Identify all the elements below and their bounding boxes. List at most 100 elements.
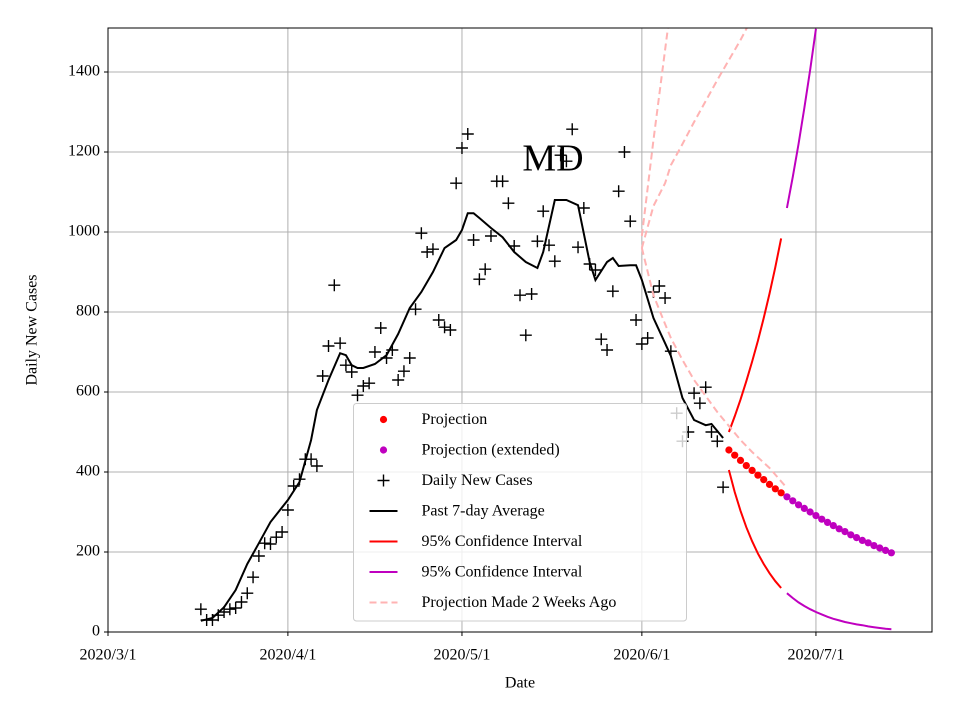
- case-marker: [368, 346, 381, 358]
- y-tick-label: 400: [76, 463, 100, 480]
- case-marker: [688, 387, 701, 400]
- legend-marker: [377, 474, 390, 487]
- case-marker: [601, 344, 614, 356]
- case-marker: [403, 352, 416, 364]
- case-marker: [612, 185, 625, 198]
- case-marker: [206, 614, 219, 626]
- case-marker: [264, 538, 277, 550]
- case-marker: [566, 123, 579, 136]
- case-marker: [519, 329, 532, 342]
- case-marker: [717, 481, 730, 494]
- case-marker: [455, 142, 468, 154]
- series-line: [640, 28, 748, 249]
- legend-label: 95% Confidence Interval: [422, 564, 583, 581]
- case-marker: [711, 435, 724, 448]
- y-tick-label: 1400: [68, 63, 100, 80]
- case-marker: [514, 289, 526, 302]
- interval-line: [785, 28, 817, 209]
- y-axis-label: Daily New Cases: [24, 274, 41, 385]
- series-line: [200, 199, 724, 622]
- case-marker: [699, 381, 712, 394]
- case-marker: [705, 426, 718, 438]
- projection-point: [783, 493, 791, 501]
- case-marker: [229, 602, 242, 614]
- chart-title: MD: [522, 138, 583, 180]
- case-marker: [450, 177, 463, 190]
- projection-point: [876, 544, 884, 552]
- interval-line: [786, 592, 892, 631]
- case-marker: [537, 205, 550, 218]
- case-marker: [653, 280, 666, 292]
- projection-point: [835, 525, 843, 533]
- y-tick-label: 600: [76, 383, 100, 400]
- case-marker: [252, 550, 265, 562]
- projection-point: [806, 508, 814, 516]
- case-marker: [351, 389, 364, 402]
- legend: Projection Projection (extended) Daily New…: [353, 403, 687, 622]
- interval-line: [640, 28, 669, 237]
- y-tick-label: 1000: [68, 223, 100, 240]
- ticks: 0 200 400 600 800 1000 1200 1400 2020/3/1 2020/4/…: [68, 63, 844, 664]
- case-marker: [432, 314, 445, 326]
- projection-point: [823, 518, 832, 527]
- case-marker: [310, 460, 323, 472]
- case-marker: [479, 263, 492, 276]
- case-marker: [624, 215, 637, 228]
- legend-label: Daily New Cases: [422, 472, 533, 489]
- case-marker: [467, 234, 480, 246]
- legend-box: [353, 403, 687, 622]
- case-marker: [397, 365, 410, 378]
- case-marker: [444, 324, 457, 336]
- projection-point: [754, 471, 762, 479]
- case-marker: [374, 322, 387, 334]
- case-marker: [630, 314, 643, 326]
- x-tick-label: 2020/7/1: [787, 647, 844, 664]
- case-marker: [241, 587, 254, 600]
- legend-label: Projection (extended): [422, 442, 560, 459]
- case-marker: [316, 370, 329, 382]
- case-marker: [305, 453, 318, 466]
- projection-point: [864, 539, 872, 547]
- case-marker: [363, 377, 376, 390]
- projection-point: [731, 451, 739, 459]
- case-marker: [223, 603, 236, 616]
- projection-point: [725, 446, 733, 454]
- case-marker: [334, 337, 347, 350]
- case-marker: [392, 374, 405, 386]
- projection-point: [760, 476, 768, 484]
- projection-point: [818, 515, 826, 523]
- case-marker: [438, 321, 451, 334]
- projection-point: [841, 528, 849, 536]
- case-marker: [247, 571, 260, 584]
- projection-point: [748, 466, 756, 474]
- x-tick-label: 2020/6/1: [613, 647, 670, 664]
- case-marker: [426, 243, 439, 256]
- case-marker: [322, 340, 335, 352]
- case-marker: [345, 366, 358, 378]
- projection-point: [812, 511, 820, 520]
- case-marker: [606, 285, 619, 298]
- case-marker: [572, 241, 585, 254]
- case-marker: [496, 175, 509, 188]
- projection-point: [742, 462, 750, 470]
- case-marker: [693, 397, 706, 410]
- case-marker: [235, 596, 248, 608]
- projection-point: [870, 542, 878, 550]
- x-axis-label: Date: [505, 675, 535, 692]
- case-marker: [409, 303, 422, 316]
- case-marker: [357, 380, 370, 392]
- case-marker: [415, 227, 428, 240]
- projection-point: [777, 489, 785, 497]
- case-marker: [548, 255, 561, 268]
- projection-point: [736, 456, 745, 464]
- case-marker: [339, 359, 352, 372]
- case-marker: [554, 149, 567, 162]
- y-tick-label: 1200: [68, 143, 100, 160]
- projection-point: [852, 534, 861, 542]
- case-marker: [618, 146, 631, 158]
- y-tick-label: 800: [76, 303, 100, 320]
- interval-line: [640, 247, 788, 489]
- case-marker: [276, 526, 289, 538]
- case-marker: [525, 288, 538, 300]
